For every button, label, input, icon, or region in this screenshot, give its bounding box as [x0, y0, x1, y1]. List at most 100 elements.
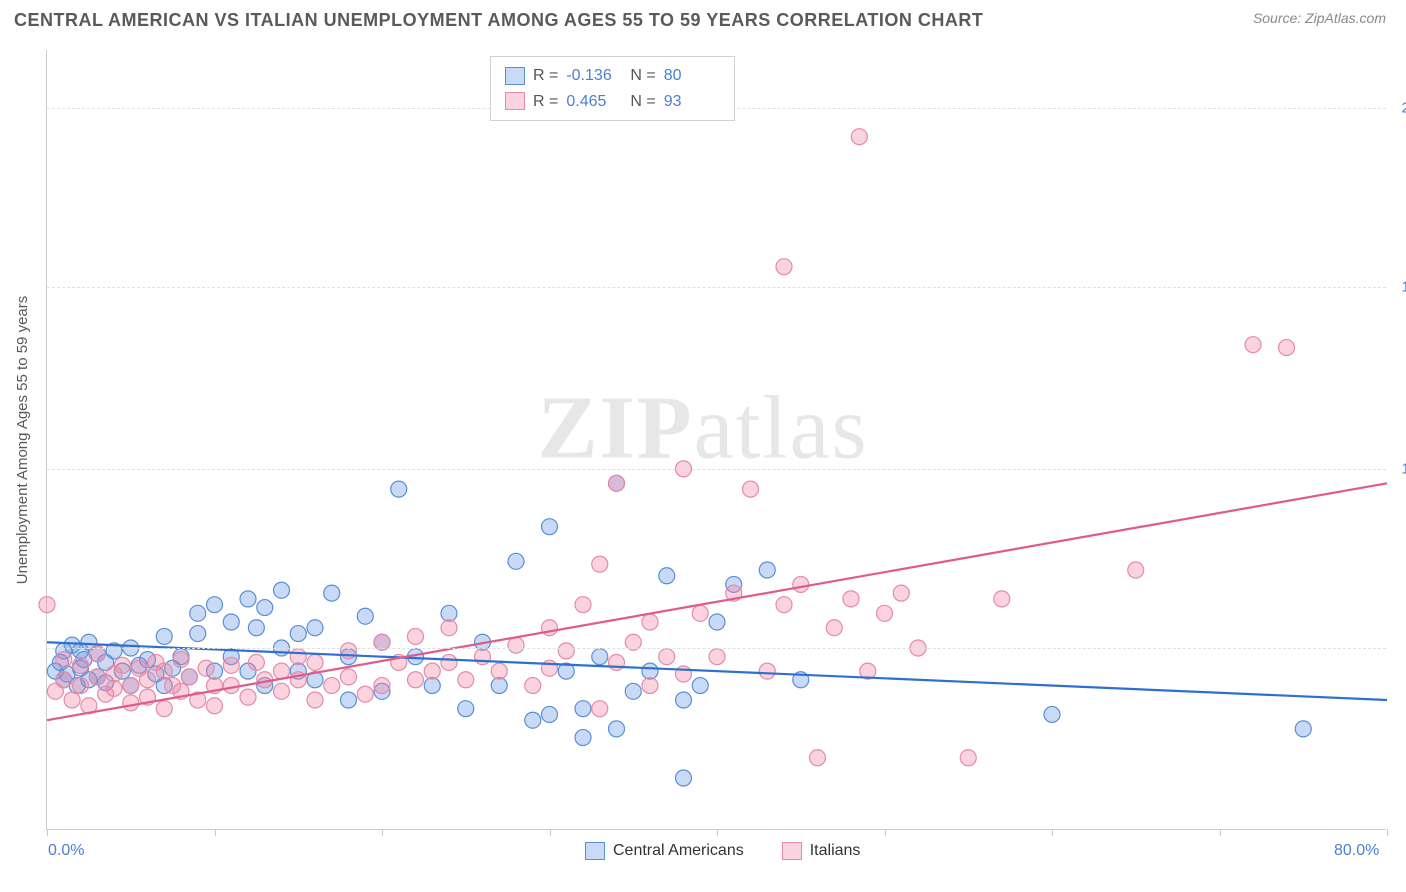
legend-swatch [585, 842, 605, 860]
scatter-point [207, 597, 223, 613]
scatter-point [341, 692, 357, 708]
scatter-point [851, 129, 867, 145]
scatter-point [659, 568, 675, 584]
scatter-point [173, 652, 189, 668]
scatter-point [759, 562, 775, 578]
scatter-point [709, 649, 725, 665]
scatter-point [424, 663, 440, 679]
scatter-point [1279, 340, 1295, 356]
scatter-point [525, 678, 541, 694]
scatter-point [542, 519, 558, 535]
scatter-point [56, 672, 72, 688]
scatter-point [357, 686, 373, 702]
scatter-point [609, 721, 625, 737]
scatter-point [248, 654, 264, 670]
scatter-point [190, 605, 206, 621]
scatter-point [575, 730, 591, 746]
legend-swatch [782, 842, 802, 860]
scatter-point [207, 698, 223, 714]
scatter-point [642, 614, 658, 630]
scatter-point [508, 637, 524, 653]
scatter-point [458, 701, 474, 717]
scatter-point [391, 481, 407, 497]
scatter-point [692, 605, 708, 621]
scatter-point [458, 672, 474, 688]
scatter-point [625, 683, 641, 699]
scatter-point [575, 701, 591, 717]
chart-plot-area: 6.3%12.5%18.8%25.0% [46, 50, 1386, 830]
scatter-point [408, 628, 424, 644]
scatter-point [994, 591, 1010, 607]
scatter-point [357, 608, 373, 624]
scatter-point [609, 475, 625, 491]
scatter-point [190, 626, 206, 642]
legend-row: R =-0.136N =80 [505, 63, 720, 89]
scatter-point [575, 597, 591, 613]
chart-header: CENTRAL AMERICAN VS ITALIAN UNEMPLOYMENT… [0, 0, 1406, 39]
x-axis-label-left: 0.0% [48, 842, 84, 860]
scatter-point [826, 620, 842, 636]
scatter-point [274, 582, 290, 598]
scatter-point [508, 553, 524, 569]
scatter-point [441, 620, 457, 636]
scatter-point [1295, 721, 1311, 737]
scatter-point [843, 591, 859, 607]
x-tick [215, 829, 216, 836]
scatter-point [89, 669, 105, 685]
scatter-point [307, 692, 323, 708]
scatter-point [307, 620, 323, 636]
scatter-point [743, 481, 759, 497]
scatter-point [592, 649, 608, 665]
scatter-point [441, 605, 457, 621]
n-value: 80 [664, 63, 720, 89]
scatter-point [140, 672, 156, 688]
scatter-point [676, 692, 692, 708]
gridline [47, 648, 1386, 649]
x-tick [382, 829, 383, 836]
y-axis-title: Unemployment Among Ages 55 to 59 years [14, 296, 31, 585]
scatter-point [810, 750, 826, 766]
legend-row: R =0.465N =93 [505, 89, 720, 115]
scatter-point [1128, 562, 1144, 578]
scatter-point [341, 669, 357, 685]
scatter-point [776, 259, 792, 275]
scatter-point [123, 695, 139, 711]
legend-swatch [505, 92, 525, 110]
scatter-point [558, 643, 574, 659]
r-value: 0.465 [566, 89, 622, 115]
scatter-point [73, 678, 89, 694]
series-legend: Central Americans Italians [585, 842, 860, 860]
scatter-point [307, 654, 323, 670]
x-tick [1387, 829, 1388, 836]
scatter-point [676, 770, 692, 786]
scatter-point [424, 678, 440, 694]
scatter-point [542, 706, 558, 722]
legend-label: Central Americans [613, 842, 744, 860]
scatter-point [156, 628, 172, 644]
x-tick [717, 829, 718, 836]
legend-swatch [505, 67, 525, 85]
x-tick [47, 829, 48, 836]
scatter-point [776, 597, 792, 613]
y-tick-label: 6.3% [1390, 640, 1406, 657]
scatter-point [642, 663, 658, 679]
scatter-point [64, 692, 80, 708]
scatter-point [692, 678, 708, 694]
scatter-point [274, 683, 290, 699]
chart-source: Source: ZipAtlas.com [1253, 10, 1386, 26]
scatter-point [324, 678, 340, 694]
scatter-point [759, 663, 775, 679]
scatter-point [491, 663, 507, 679]
scatter-point [592, 701, 608, 717]
scatter-point [114, 657, 130, 673]
scatter-point [156, 663, 172, 679]
scatter-point [39, 597, 55, 613]
scatter-point [324, 585, 340, 601]
correlation-legend: R =-0.136N =80R =0.465N =93 [490, 56, 735, 121]
n-label: N = [630, 89, 655, 115]
legend-label: Italians [810, 842, 861, 860]
n-value: 93 [664, 89, 720, 115]
scatter-point [123, 678, 139, 694]
scatter-point [408, 672, 424, 688]
x-axis-label-right: 80.0% [1334, 842, 1379, 860]
